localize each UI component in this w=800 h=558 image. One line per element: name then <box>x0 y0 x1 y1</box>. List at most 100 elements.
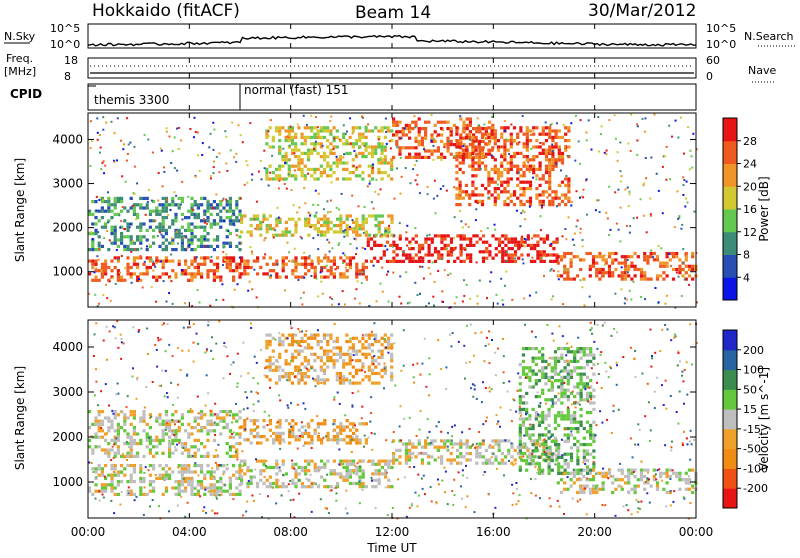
range-cell <box>570 258 573 261</box>
range-cell <box>471 184 474 187</box>
range-cell <box>605 271 608 274</box>
range-cell <box>656 488 659 491</box>
range-cell <box>507 126 510 129</box>
range-cell <box>428 247 431 250</box>
range-cell <box>554 414 557 417</box>
range-cell <box>497 174 500 177</box>
range-cell <box>349 482 352 485</box>
range-cell <box>339 476 342 479</box>
range-cell <box>232 269 235 272</box>
range-cell <box>441 290 443 292</box>
range-cell <box>136 182 138 184</box>
range-cell <box>256 482 259 485</box>
range-cell <box>368 378 371 381</box>
range-cell <box>524 245 526 247</box>
range-cell <box>352 337 355 340</box>
range-cell <box>291 353 294 356</box>
range-cell <box>317 152 320 155</box>
range-cell <box>468 136 471 139</box>
range-cell <box>219 486 222 489</box>
range-cell <box>175 195 177 197</box>
range-cell <box>614 293 616 295</box>
range-cell <box>640 278 643 281</box>
range-cell <box>392 257 395 260</box>
range-cell <box>688 478 691 481</box>
range-cell <box>136 256 139 259</box>
range-cell <box>430 153 433 156</box>
range-cell <box>353 165 355 167</box>
range-cell <box>104 272 107 275</box>
range-cell <box>251 251 253 253</box>
range-cell <box>333 126 336 129</box>
range-cell <box>361 282 363 284</box>
range-cell <box>558 129 561 132</box>
range-cell <box>136 432 139 435</box>
range-cell <box>307 362 310 365</box>
range-cell <box>333 353 336 356</box>
range-cell <box>190 483 193 486</box>
range-cell <box>194 260 197 263</box>
range-cell <box>333 346 336 349</box>
range-cell <box>355 218 358 221</box>
range-cell <box>481 200 484 203</box>
range-cell <box>358 174 361 177</box>
range-cell <box>253 214 256 217</box>
range-cell <box>495 237 498 240</box>
range-cell <box>275 234 278 237</box>
range-cell <box>306 124 308 126</box>
range-cell <box>301 350 304 353</box>
range-cell <box>554 373 557 376</box>
range-cell <box>410 182 412 184</box>
range-cell <box>336 353 339 356</box>
range-cell <box>551 152 554 155</box>
range-cell <box>301 263 304 266</box>
range-cell <box>355 372 358 375</box>
range-cell <box>133 256 136 259</box>
range-cell <box>513 190 516 193</box>
range-cell <box>545 190 548 193</box>
station-title: Hokkaido (fitACF) <box>92 1 240 21</box>
range-cell <box>342 378 345 381</box>
range-cell <box>309 255 311 257</box>
range-cell <box>570 262 573 265</box>
range-cell <box>358 224 361 227</box>
range-cell <box>294 145 297 148</box>
range-cell <box>120 238 123 241</box>
range-cell <box>368 145 371 148</box>
range-cell <box>532 373 535 376</box>
range-cell <box>345 139 348 142</box>
range-cell <box>392 250 395 253</box>
range-cell <box>136 263 139 266</box>
range-cell <box>133 413 136 416</box>
range-cell <box>459 133 462 136</box>
range-cell <box>221 283 223 285</box>
range-cell <box>174 248 177 251</box>
range-cell <box>162 429 165 432</box>
range-cell <box>326 460 329 463</box>
range-cell <box>475 136 478 139</box>
range-cell <box>390 221 393 224</box>
range-cell <box>576 491 579 494</box>
range-cell <box>418 127 421 130</box>
range-cell <box>592 363 595 366</box>
range-cell <box>411 452 414 455</box>
range-cell <box>658 301 660 303</box>
range-cell <box>291 479 294 482</box>
range-cell <box>203 426 206 429</box>
range-cell <box>678 276 680 278</box>
range-cell <box>522 401 525 404</box>
range-cell <box>640 501 642 503</box>
range-cell <box>197 154 199 156</box>
range-cell <box>317 256 320 259</box>
range-cell <box>586 430 589 433</box>
range-cell <box>222 416 225 419</box>
range-cell <box>481 203 484 206</box>
range-cell <box>567 373 570 376</box>
range-cell <box>206 420 209 423</box>
range-cell <box>331 304 333 306</box>
range-cell <box>519 427 522 430</box>
range-cell <box>275 272 278 275</box>
range-cell <box>576 385 579 388</box>
range-cell <box>133 432 136 435</box>
